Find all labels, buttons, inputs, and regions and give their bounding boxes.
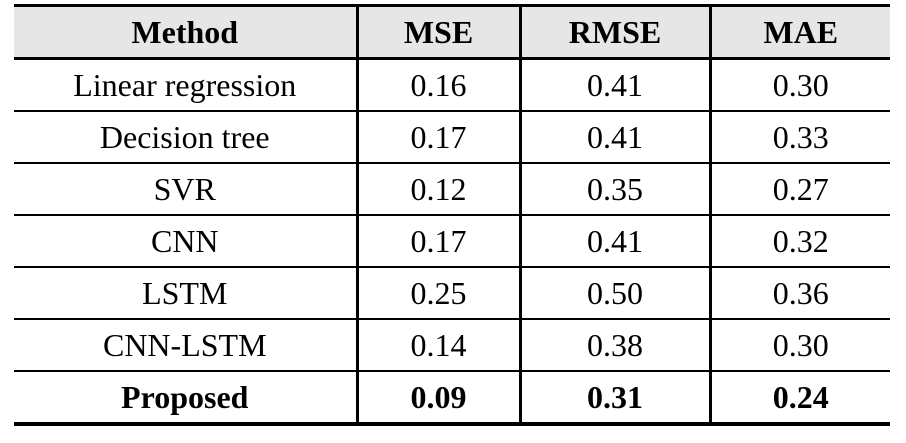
cell-rmse: 0.41 [518,111,710,164]
cell-method: SVR [14,163,357,216]
cell-mse: 0.16 [355,58,520,112]
table-row-proposed: Proposed 0.09 0.31 0.24 [14,371,890,426]
table-row: Linear regression 0.16 0.41 0.30 [14,58,890,112]
cell-mae: 0.30 [708,319,890,372]
cell-mae: 0.36 [708,267,890,320]
table-row: Decision tree 0.17 0.41 0.33 [14,111,890,164]
cell-method: LSTM [14,267,357,320]
header-cell-mse: MSE [355,4,520,60]
cell-mae: 0.30 [708,58,890,112]
table-row: CNN 0.17 0.41 0.32 [14,215,890,268]
cell-mse: 0.14 [355,319,520,372]
cell-method: Proposed [14,371,357,426]
table-body: Linear regression 0.16 0.41 0.30 Decisio… [14,58,890,426]
cell-method: Linear regression [14,58,357,112]
header-cell-mae: MAE [708,4,890,60]
cell-rmse: 0.41 [518,58,710,112]
cell-rmse: 0.50 [518,267,710,320]
cell-rmse: 0.35 [518,163,710,216]
header-row: Method MSE RMSE MAE [14,4,890,60]
table-row: SVR 0.12 0.35 0.27 [14,163,890,216]
cell-mse: 0.25 [355,267,520,320]
header-cell-rmse: RMSE [518,4,710,60]
table-row: CNN-LSTM 0.14 0.38 0.30 [14,319,890,372]
results-table: Method MSE RMSE MAE Linear regression 0.… [14,4,890,426]
cell-rmse: 0.38 [518,319,710,372]
cell-mae: 0.33 [708,111,890,164]
cell-mse: 0.12 [355,163,520,216]
cell-mse: 0.09 [355,371,520,426]
cell-method: Decision tree [14,111,357,164]
cell-mse: 0.17 [355,111,520,164]
table-header: Method MSE RMSE MAE [14,4,890,60]
cell-method: CNN [14,215,357,268]
cell-mse: 0.17 [355,215,520,268]
cell-rmse: 0.31 [518,371,710,426]
cell-mae: 0.32 [708,215,890,268]
header-cell-method: Method [14,4,357,60]
cell-mae: 0.24 [708,371,890,426]
cell-method: CNN-LSTM [14,319,357,372]
cell-rmse: 0.41 [518,215,710,268]
table-row: LSTM 0.25 0.50 0.36 [14,267,890,320]
cell-mae: 0.27 [708,163,890,216]
